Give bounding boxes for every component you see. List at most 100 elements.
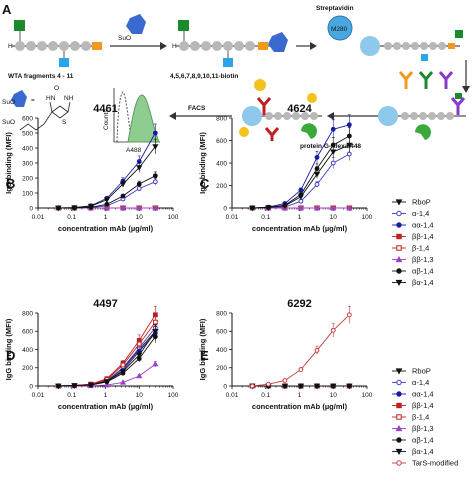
x-tick-label: 0.1 <box>67 392 76 399</box>
data-point <box>152 204 159 211</box>
data-point <box>55 383 62 390</box>
legend-label: αβ-1,4 <box>412 267 434 276</box>
data-point <box>136 186 142 191</box>
legend-item: αβ-1,4 <box>392 267 434 276</box>
hist-xlabel: A488 <box>126 147 142 154</box>
data-point <box>330 160 336 166</box>
data-point <box>346 204 353 211</box>
bead-icon <box>327 15 353 41</box>
data-point <box>330 204 337 211</box>
data-point <box>249 205 256 212</box>
data-point <box>330 383 337 390</box>
struct-o: O <box>54 85 59 92</box>
chart-title: 4461 <box>93 103 117 115</box>
data-point <box>119 204 127 211</box>
data-point <box>346 151 352 157</box>
chart-title: 4624 <box>287 103 312 115</box>
y-tick-label: 0 <box>223 383 227 390</box>
legend-marker <box>395 448 403 456</box>
data-point <box>136 372 143 379</box>
struct-nh: NH <box>64 95 74 102</box>
data-point <box>346 383 353 390</box>
legend-marker <box>396 460 402 466</box>
data-point <box>119 369 127 375</box>
y-axis-label: IgG binding (MFI) <box>4 318 13 380</box>
data-point <box>281 383 289 390</box>
chain-h-left: H <box>8 43 13 50</box>
legend-label: TarS-modified <box>412 459 458 468</box>
suo-label: SuO <box>118 35 131 42</box>
data-point <box>55 205 62 212</box>
legend-label: αβ-1,4 <box>412 436 434 445</box>
legend-item: βα-1,4 <box>392 278 434 287</box>
data-point <box>298 367 304 372</box>
legend-marker <box>396 233 402 240</box>
wta-chain: H WTA fragments 4 - 11 <box>8 20 102 80</box>
legend-item: TarS-modified <box>392 459 458 468</box>
data-point <box>152 328 159 335</box>
legend-item: βα-1,4 <box>392 447 434 456</box>
data-point <box>103 379 110 385</box>
data-point <box>281 203 289 209</box>
panel-label-d: D <box>6 348 15 363</box>
legend-item: α-1,4 <box>392 378 429 387</box>
data-point <box>136 165 143 171</box>
data-point <box>136 181 142 187</box>
data-point <box>71 205 78 211</box>
y-tick-label: 600 <box>216 329 227 336</box>
data-point <box>330 149 337 155</box>
bulb-icon <box>254 79 266 91</box>
x-tick-label: 0.1 <box>261 214 270 221</box>
series-ββ-1,4 <box>55 305 158 389</box>
x-tick-label: 100 <box>362 392 373 399</box>
legend-label: αα-1,4 <box>412 221 434 230</box>
data-point <box>152 360 159 367</box>
legend-marker <box>396 437 402 443</box>
legend-label: α-1,4 <box>412 209 429 218</box>
legend-label: ββ-1,3 <box>412 255 434 264</box>
y-tick-label: 0 <box>223 205 227 212</box>
y-tick-label: 200 <box>22 365 33 372</box>
series-βα-1,4 <box>55 324 159 390</box>
x-tick-label: 1 <box>298 214 302 221</box>
panel-a-label: A <box>2 2 12 17</box>
chart-b: B 4461 0.01 0.1 1 10 100 0 100 200 300 400 500 600 con… <box>4 103 179 233</box>
series-αβ-1,4 <box>55 171 158 211</box>
legend-marker <box>396 379 402 386</box>
legend-label: β-1,4 <box>412 244 429 253</box>
y-tick-label: 400 <box>22 347 33 354</box>
y-tick-label: 400 <box>22 145 33 152</box>
chart-e: E 6292 0.01 0.1 1 10 100 0 200 400 600 800 concentra… <box>198 298 373 411</box>
x-tick-label: 1 <box>298 392 302 399</box>
panel-label-c: C <box>200 176 210 191</box>
legend-marker <box>395 199 403 206</box>
facs-label: FACS <box>188 105 206 112</box>
data-point <box>266 381 271 387</box>
panel-a-schematic: A H WTA fragments 4 - 11 SuO H <box>2 2 470 154</box>
data-point <box>297 383 304 390</box>
y-tick-label: 400 <box>216 347 227 354</box>
biotin-label: 4,5,6,7,8,9,10,11-biotin <box>170 73 238 80</box>
data-point <box>346 122 352 128</box>
y-tick-label: 0 <box>29 383 33 390</box>
x-tick-label: 10 <box>136 392 144 399</box>
hist-ylabel: Counts <box>103 109 110 130</box>
legend-item: RboP <box>392 367 431 376</box>
data-point <box>297 204 304 211</box>
legend-label: RboP <box>412 367 431 376</box>
series-βα-1,4 <box>55 138 159 212</box>
x-tick-label: 0.1 <box>67 214 76 221</box>
chart-title: 6292 <box>287 298 311 310</box>
legend-marker <box>396 222 402 228</box>
x-tick-label: 1 <box>104 392 108 399</box>
data-point <box>152 179 158 185</box>
legend-label: ββ-1,4 <box>412 232 434 241</box>
struct-s: S <box>62 119 67 126</box>
legend-item: αα-1,4 <box>392 390 434 399</box>
data-point <box>120 193 126 199</box>
legend-marker <box>396 414 402 420</box>
panel-label-b: B <box>6 176 15 191</box>
data-point <box>282 378 288 383</box>
